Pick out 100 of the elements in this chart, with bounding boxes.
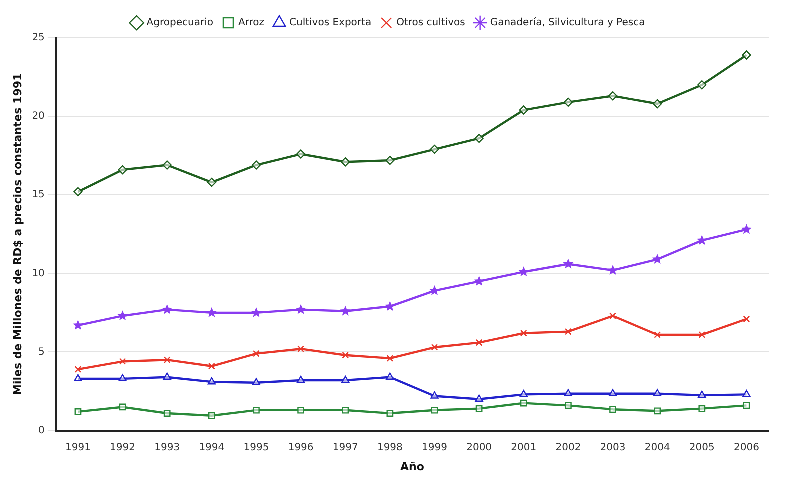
point: [743, 402, 750, 410]
point: [118, 310, 128, 321]
point: [296, 304, 306, 314]
point: [162, 160, 172, 170]
point: [340, 306, 351, 316]
x-tick-label: 2000: [466, 442, 492, 454]
point: [698, 390, 706, 398]
x-tick-label: 1994: [199, 442, 225, 454]
point: [342, 376, 350, 384]
point: [430, 285, 440, 296]
x-tick-label: 1996: [288, 442, 314, 454]
point: [296, 376, 306, 384]
point: [386, 372, 394, 380]
point: [696, 235, 708, 246]
point: [74, 374, 82, 382]
point: [119, 358, 126, 366]
point: [565, 328, 572, 336]
y-tick-label: 15: [32, 190, 45, 201]
point: [341, 158, 350, 167]
point: [252, 378, 261, 386]
x-tick-label: 2005: [689, 442, 715, 454]
point: [698, 405, 706, 412]
point: [208, 362, 216, 370]
x-tick-label: 2001: [511, 442, 537, 454]
point: [431, 344, 438, 351]
legend-label: Otros cultivos: [396, 18, 466, 29]
point: [296, 150, 306, 159]
point: [741, 224, 752, 234]
x-tick-label: 1995: [244, 442, 270, 454]
point: [608, 389, 618, 396]
point: [519, 106, 528, 115]
x-tick-label: 2002: [556, 442, 582, 454]
point: [565, 402, 572, 410]
point: [610, 312, 616, 320]
point: [475, 394, 484, 402]
x-tick-label: 2004: [644, 442, 670, 454]
point: [743, 316, 750, 323]
point: [118, 374, 127, 382]
point: [476, 339, 483, 346]
point: [563, 258, 574, 269]
point: [72, 320, 84, 330]
point: [654, 408, 662, 415]
legend-label: Ganadería, Silvicultura y Pesca: [490, 18, 646, 29]
point: [518, 266, 530, 277]
legend-label: Cultivos Exporta: [290, 18, 372, 29]
point: [251, 307, 262, 318]
point: [253, 406, 260, 414]
point: [253, 350, 260, 358]
point: [476, 405, 483, 412]
point: [342, 352, 350, 359]
point: [342, 406, 350, 414]
x-tick-label: 1998: [377, 442, 403, 454]
point: [386, 410, 394, 417]
point: [208, 412, 216, 420]
x-tick-label: 1992: [110, 442, 136, 454]
point: [474, 134, 484, 144]
point: [652, 254, 663, 264]
x-tick-label: 2003: [600, 442, 626, 454]
point: [564, 389, 573, 396]
point: [698, 332, 706, 338]
point: [119, 404, 126, 411]
point: [430, 144, 440, 154]
y-tick-label: 0: [38, 425, 45, 436]
point: [252, 160, 262, 170]
point: [206, 307, 218, 318]
point: [164, 410, 171, 417]
y-tick-label: 5: [38, 346, 45, 358]
x-tick-label: 1993: [154, 442, 180, 454]
point: [163, 372, 172, 380]
point: [118, 165, 128, 175]
point: [474, 276, 485, 286]
legend-label: Arroz: [238, 18, 265, 29]
x-tick-label: 1999: [422, 442, 448, 454]
point: [74, 408, 82, 416]
legend-label: Agropecuario: [146, 18, 214, 29]
point: [208, 377, 216, 385]
point: [520, 400, 528, 407]
point: [520, 390, 528, 398]
point: [430, 392, 439, 399]
x-tick-label: 1997: [332, 442, 358, 454]
y-tick-label: 20: [32, 111, 45, 122]
point: [74, 187, 83, 197]
point: [386, 156, 395, 166]
point: [564, 98, 574, 108]
point: [298, 406, 304, 414]
point: [654, 389, 662, 396]
y-tick-label: 10: [32, 268, 45, 280]
point: [207, 178, 217, 188]
point: [520, 330, 528, 337]
point: [298, 346, 304, 353]
x-tick-label: 1991: [65, 442, 91, 454]
x-axis-title: Año: [400, 460, 425, 474]
point: [386, 355, 394, 362]
point: [74, 366, 82, 373]
point: [608, 92, 618, 101]
point: [698, 80, 707, 90]
point: [742, 390, 751, 398]
point: [654, 332, 662, 338]
point: [164, 356, 171, 364]
point: [742, 50, 752, 60]
